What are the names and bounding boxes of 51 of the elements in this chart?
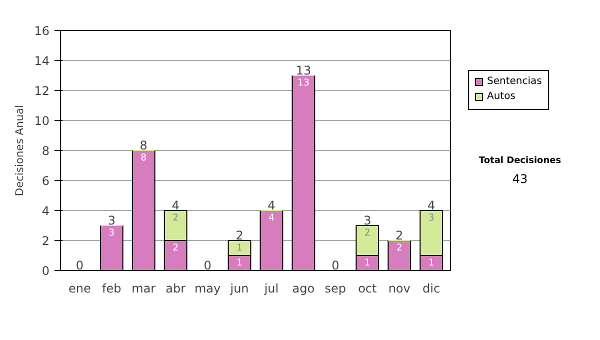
total-label: 0 — [204, 258, 212, 272]
data-label: 8 — [140, 152, 147, 164]
y-tick-label: 12 — [34, 84, 50, 98]
total-label: 3 — [364, 214, 372, 228]
text: Total Decisiones — [478, 154, 562, 168]
total-label: 2 — [236, 228, 244, 242]
data-label: 3 — [428, 212, 434, 224]
data-label: 1 — [364, 258, 370, 268]
x-tick-label: jun — [229, 282, 249, 296]
x-tick-label: abr — [166, 282, 186, 296]
x-tick-label: ago — [292, 282, 315, 296]
y-tick-label: 8 — [42, 144, 50, 158]
x-tick-label: mar — [132, 282, 156, 296]
total-label: 3 — [108, 214, 116, 228]
x-tick-label: nov — [388, 282, 410, 296]
x-tick-label: ene — [68, 282, 91, 296]
total-label: 4 — [172, 198, 180, 212]
y-axis-title: Decisiones Anual — [13, 104, 26, 196]
x-tick-label: may — [194, 282, 221, 296]
total-label: 4 — [428, 198, 436, 212]
data-label: 2 — [172, 212, 179, 224]
x-tick-label: sep — [324, 282, 346, 296]
data-label: 2 — [172, 242, 179, 254]
data-label: 1 — [236, 258, 243, 268]
y-tick-label: 0 — [42, 264, 50, 278]
data-label: 2 — [364, 228, 370, 238]
data-label: 2 — [396, 242, 402, 254]
y-tick-label: 4 — [42, 204, 50, 218]
x-tick-label: dic — [422, 282, 440, 296]
x-tick-label: oct — [358, 282, 377, 296]
total-label: 2 — [396, 228, 404, 242]
legend-label: Autos — [487, 90, 516, 104]
y-tick-label: 2 — [42, 234, 50, 248]
y-tick-label: 16 — [34, 24, 50, 38]
y-tick-label: 10 — [34, 114, 50, 128]
total-label: 13 — [296, 64, 312, 78]
data-label: 13 — [298, 78, 310, 88]
total-label: 8 — [140, 138, 148, 152]
total-label: 0 — [332, 258, 340, 272]
legend-label: Sentencias — [487, 75, 542, 89]
text: 43 — [511, 171, 529, 188]
total-label: 4 — [268, 198, 276, 212]
y-tick-label: 6 — [42, 174, 50, 188]
data-label: 1 — [428, 258, 434, 268]
x-tick-label: jul — [263, 282, 279, 296]
data-label: 1 — [236, 242, 243, 254]
total-label: 0 — [76, 258, 84, 272]
x-tick-label: feb — [102, 282, 122, 296]
data-label: 4 — [268, 212, 275, 224]
y-tick-label: 14 — [34, 54, 50, 68]
data-label: 3 — [108, 228, 115, 238]
